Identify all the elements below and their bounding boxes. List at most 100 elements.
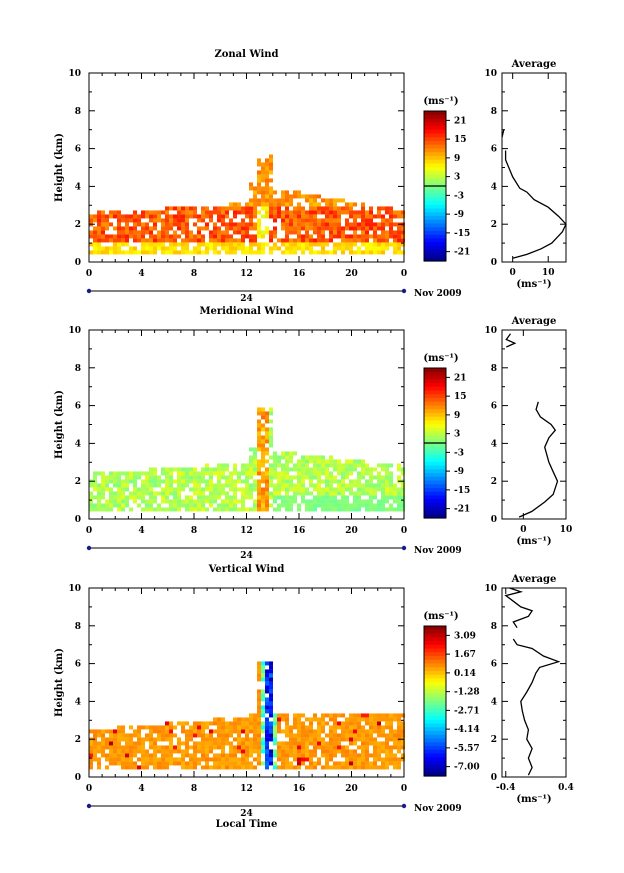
heatmap-cell xyxy=(197,749,201,754)
heatmap-cell xyxy=(261,697,265,702)
heatmap-cell xyxy=(237,765,241,770)
heatmap-cell xyxy=(289,503,293,508)
heatmap-cell xyxy=(169,761,173,766)
heatmap-cell xyxy=(261,471,265,476)
heatmap-cell xyxy=(297,234,301,239)
heatmap-cell xyxy=(165,210,169,215)
heatmap-cell xyxy=(313,713,317,718)
heatmap-cell xyxy=(305,737,309,742)
colorbar-segment xyxy=(424,742,446,747)
x-tick-label: 0 xyxy=(401,526,407,536)
heatmap-cell xyxy=(385,499,389,504)
heatmap-cell xyxy=(165,479,169,484)
heatmap-cell xyxy=(197,230,201,235)
heatmap-cell xyxy=(233,230,237,235)
colorbar-tick-label: -7.00 xyxy=(454,763,480,773)
heatmap-cell xyxy=(225,222,229,227)
heatmap-cell xyxy=(253,713,257,718)
heatmap-cell xyxy=(137,238,141,243)
heatmap-cell xyxy=(309,475,313,480)
heatmap-cell xyxy=(333,479,337,484)
heatmap-cell xyxy=(257,495,261,500)
heatmap-cell xyxy=(305,222,309,227)
heatmap-cell xyxy=(185,737,189,742)
heatmap-cell xyxy=(341,729,345,734)
colorbar-segment xyxy=(424,656,446,661)
heatmap-cell xyxy=(285,749,289,754)
heatmap-cell xyxy=(165,761,169,766)
heatmap-cell xyxy=(281,765,285,770)
heatmap-cell xyxy=(185,222,189,227)
heatmap-cell xyxy=(309,202,313,207)
heatmap-cell xyxy=(353,721,357,726)
heatmap-cell xyxy=(257,407,261,412)
heatmap-cell xyxy=(345,753,349,758)
heatmap-cell xyxy=(245,214,249,219)
heatmap-cell xyxy=(385,487,389,492)
heatmap-cell xyxy=(293,725,297,730)
heatmap-cell xyxy=(337,491,341,496)
heatmap-cell xyxy=(353,238,357,243)
heatmap-cell xyxy=(177,757,181,762)
heatmap-cell xyxy=(205,507,209,512)
heatmap-cell xyxy=(361,210,365,215)
heatmap-cell xyxy=(129,495,133,500)
heatmap-cell xyxy=(89,230,93,235)
heatmap-cell xyxy=(321,206,325,211)
heatmap-cell xyxy=(269,439,273,444)
heatmap-cell xyxy=(353,495,357,500)
heatmap-cell xyxy=(185,479,189,484)
heatmap-cell xyxy=(305,242,309,247)
heatmap-cell xyxy=(393,487,397,492)
heatmap-cell xyxy=(129,218,133,223)
heatmap-cell xyxy=(385,761,389,766)
colorbar-segment xyxy=(424,689,446,695)
heatmap-cell xyxy=(353,765,357,770)
heatmap-cell xyxy=(293,733,297,738)
heatmap-cell xyxy=(269,693,273,698)
heatmap-cell xyxy=(361,459,365,464)
heatmap-cell xyxy=(297,463,301,468)
heatmap-cell xyxy=(313,455,317,460)
heatmap-cell xyxy=(253,242,257,247)
heatmap-cell xyxy=(401,226,405,231)
heatmap-cell xyxy=(265,681,269,686)
heatmap-cell xyxy=(393,242,397,247)
heatmap-cell xyxy=(205,210,209,215)
heatmap-cell xyxy=(329,463,333,468)
heatmap-cell xyxy=(129,741,133,746)
heatmap-cell xyxy=(221,214,225,219)
colorbar-segment xyxy=(424,491,446,497)
colorbar-segment xyxy=(424,189,446,195)
heatmap-cell xyxy=(337,246,341,251)
heatmap-cell xyxy=(261,705,265,710)
heatmap-cell xyxy=(289,729,293,734)
heatmap-cell xyxy=(233,737,237,742)
heatmap-cell xyxy=(289,761,293,766)
heatmap-cell xyxy=(269,246,273,251)
heatmap-cell xyxy=(197,242,201,247)
colorbar-segment xyxy=(424,738,446,743)
colorbar-segment xyxy=(424,246,446,251)
heatmap-cell xyxy=(133,246,137,251)
heatmap-cell xyxy=(149,246,153,251)
heatmap-cell xyxy=(101,210,105,215)
heatmap-cell xyxy=(277,721,281,726)
heatmap-cell xyxy=(305,471,309,476)
heatmap-cell xyxy=(229,507,233,512)
heatmap-cell xyxy=(229,475,233,480)
heatmap-cell xyxy=(237,721,241,726)
heatmap-cell xyxy=(329,725,333,730)
heatmap-cell xyxy=(297,467,301,472)
heatmap-cell xyxy=(113,745,117,750)
heatmap-cell xyxy=(125,483,129,488)
colorbar-segment xyxy=(424,223,446,228)
heatmap-cell xyxy=(281,467,285,472)
heatmap-cell xyxy=(229,757,233,762)
heatmap-cell xyxy=(201,507,205,512)
heatmap-cell xyxy=(385,757,389,762)
heatmap-cell xyxy=(325,250,329,255)
heatmap-cell xyxy=(221,210,225,215)
heatmap-cell xyxy=(401,745,405,750)
heatmap-cell xyxy=(229,479,233,484)
